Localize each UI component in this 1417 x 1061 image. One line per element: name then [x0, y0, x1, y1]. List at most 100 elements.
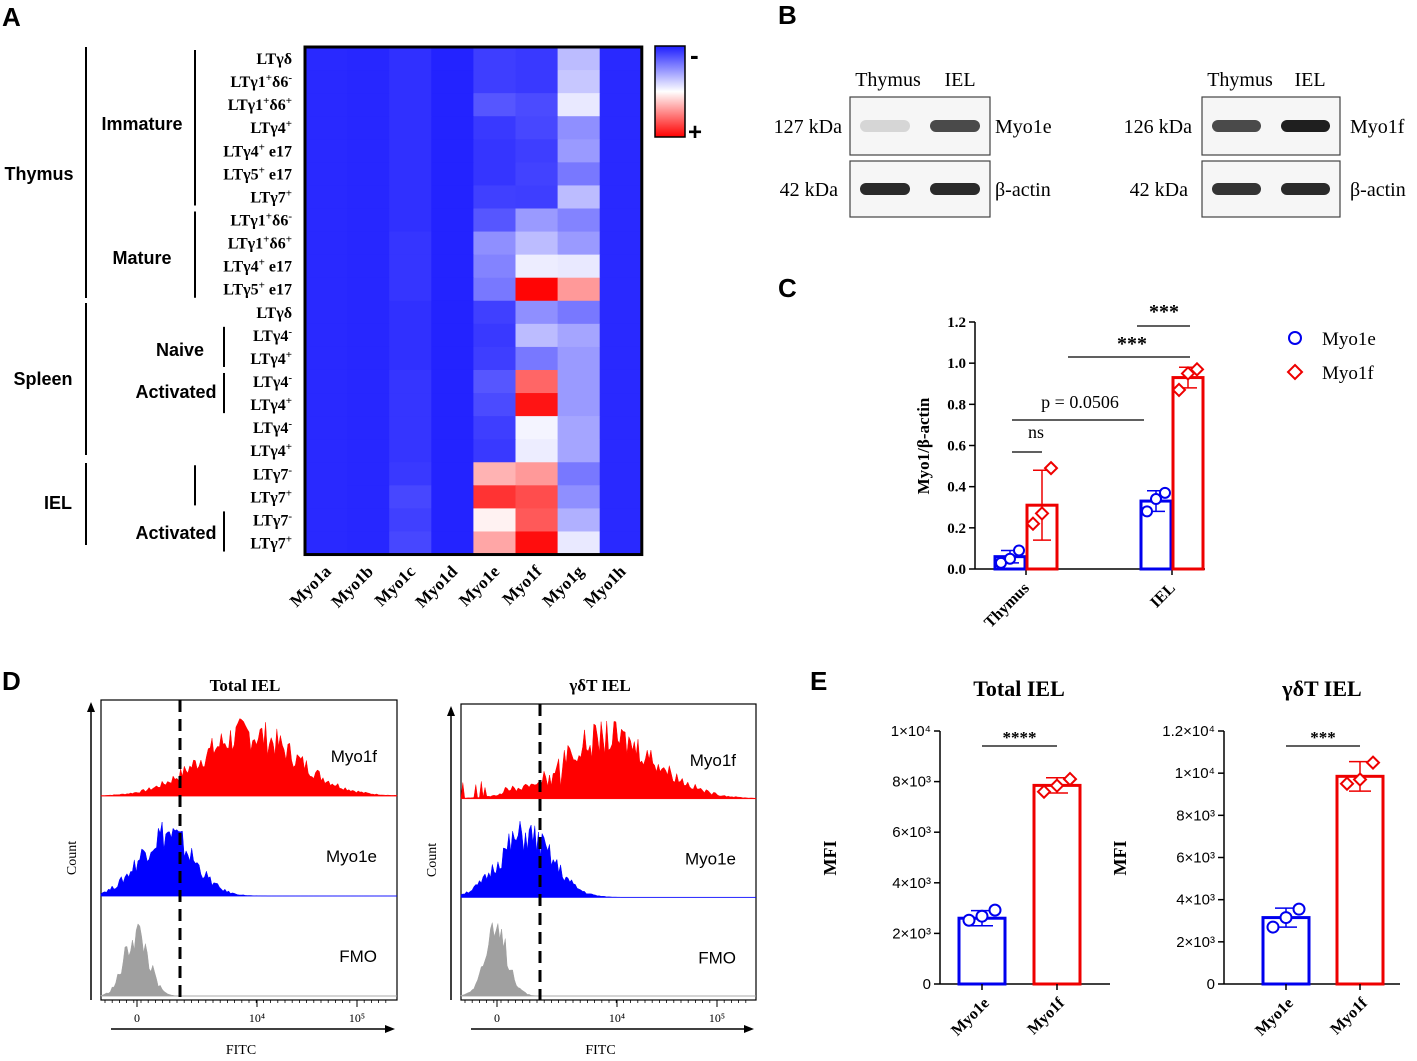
- row-label-sup: +: [259, 164, 265, 176]
- data-point: [1339, 776, 1355, 792]
- heatmap-cell: [347, 185, 390, 209]
- row-label-sup: +: [259, 141, 265, 153]
- heatmap-cell: [515, 208, 559, 233]
- heatmap-cell: [515, 254, 559, 279]
- heatmap-cell: [557, 139, 601, 163]
- heatmap-row-label: LTγ5+ e17: [223, 164, 292, 183]
- heatmap-cell: [515, 231, 559, 256]
- heatmap-cell: [431, 93, 474, 117]
- heatmap-cell: [305, 70, 348, 94]
- row-label-sup: +: [263, 234, 269, 246]
- heatmap-cell: [431, 346, 474, 371]
- heatmap-cell: [515, 439, 559, 463]
- track-label: Myo1e: [326, 847, 377, 866]
- histogram-panel: Total IEL Myo1f Myo1e FMO 0 10⁴ 10⁵ FITC Count γδ…: [65, 676, 757, 1058]
- heatmap-cell: [557, 93, 601, 117]
- legend-label: Myo1f: [1322, 363, 1374, 384]
- heatmap-row-label: LTγ4-: [253, 418, 292, 437]
- heatmap-cell: [473, 254, 516, 279]
- arrow-head: [385, 1025, 395, 1033]
- heatmap-cell: [389, 531, 432, 556]
- heatmap-cell: [347, 93, 390, 117]
- heatmap-row-label: LTγ1+δ6-: [230, 72, 292, 91]
- row-label-sup: +: [286, 395, 292, 407]
- heatmap-cell: [305, 116, 348, 140]
- row-label-tailsup: -: [288, 210, 292, 222]
- row-label-base: LTγ4: [253, 420, 288, 437]
- heatmap-cell: [431, 162, 474, 186]
- heatmap-cell: [473, 393, 516, 417]
- heatmap-cell: [431, 323, 474, 348]
- row-label-base: LTγδ: [256, 51, 292, 68]
- row-label-sup: +: [266, 210, 272, 222]
- blot-loading-label: β-actin: [995, 179, 1051, 201]
- heatmap-cell: [599, 393, 643, 417]
- subgroup-label: Activated: [135, 382, 216, 402]
- heatmap-cell: [389, 162, 432, 186]
- heatmap-cell: [431, 208, 474, 233]
- row-label-base: LTγ1: [230, 74, 265, 91]
- histogram-title: γδT IEL: [568, 676, 630, 695]
- subgroup-label: Activated: [135, 523, 216, 543]
- y-tick-label: 4×10³: [892, 875, 931, 892]
- heatmap-cell: [305, 323, 348, 348]
- blot-band: [1281, 183, 1330, 195]
- heatmap-cell: [473, 462, 516, 486]
- heatmap-cell: [389, 208, 432, 233]
- heatmap-cell: [305, 139, 348, 163]
- blot-band: [1281, 120, 1330, 132]
- heatmap-cell: [557, 277, 601, 302]
- heatmap-col-label: Myo1a: [286, 562, 335, 611]
- row-label-sup: +: [286, 349, 292, 361]
- heatmap-row-label: LTγ4-: [253, 326, 292, 345]
- heatmap-cell: [557, 531, 601, 556]
- heatmap-cell: [305, 416, 348, 440]
- plot-title: γδT IEL: [1281, 676, 1361, 701]
- heatmap-cell: [431, 485, 474, 509]
- y-tick-label: 2×10³: [1176, 934, 1215, 951]
- heatmap-cell: [515, 508, 559, 532]
- heatmap-cell: [389, 462, 432, 486]
- heatmap-cell: [473, 277, 516, 302]
- heatmap-cell: [599, 208, 643, 233]
- histogram-fmo: [100, 923, 397, 997]
- heatmap-row-label: LTγ4-: [253, 372, 292, 391]
- heatmap-cell: [389, 47, 432, 71]
- heatmap-cell: [305, 185, 348, 209]
- bar: [1171, 376, 1205, 571]
- heatmap-cell: [305, 346, 348, 371]
- heatmap-row-label: LTγ7-: [253, 510, 292, 529]
- blot-target-label: Myo1e: [995, 116, 1052, 138]
- legend-low-label: -: [690, 40, 699, 70]
- panel-label-e: E: [810, 666, 827, 696]
- data-point: [988, 903, 1002, 917]
- bar-chart-c: 0.0 0.2 0.4 0.6 0.8 1.0 1.2 Myo1/β-actin Thymus I…: [914, 301, 1376, 631]
- blot-kda-label: 127 kDa: [774, 116, 842, 138]
- heatmap-cell: [557, 208, 601, 233]
- heatmap-cell: [515, 277, 559, 302]
- heatmap-cell: [305, 439, 348, 463]
- tissue-label: Spleen: [13, 369, 72, 389]
- heatmap-row-label: LTγ4+ e17: [223, 141, 292, 160]
- heatmap-cell: [305, 254, 348, 279]
- data-point: [1004, 552, 1016, 565]
- blot-lane-label: Thymus: [855, 69, 921, 91]
- legend-high-label: +: [688, 119, 702, 146]
- data-point: [1279, 911, 1293, 925]
- tissue-label: Thymus: [4, 164, 73, 184]
- row-label-base: LTγ7: [250, 535, 285, 552]
- heatmap-cell: [431, 508, 474, 532]
- heatmap-row-label: LTγ1+δ6-: [230, 210, 292, 229]
- heatmap-cell: [347, 393, 390, 417]
- row-label-sup: +: [259, 257, 265, 269]
- heatmap-cell: [389, 369, 432, 394]
- heatmap-cell: [599, 70, 643, 94]
- blot-kda-label: 42 kDa: [1130, 179, 1188, 201]
- heatmap-cell: [557, 254, 601, 279]
- heatmap-col-label: Myo1g: [539, 562, 588, 611]
- row-label-tail: e17: [265, 259, 292, 276]
- row-label-sup: -: [288, 372, 292, 384]
- heatmap-cell: [347, 47, 390, 71]
- row-label-base: LTγδ: [256, 305, 292, 322]
- row-label-base: LTγ7: [250, 189, 285, 206]
